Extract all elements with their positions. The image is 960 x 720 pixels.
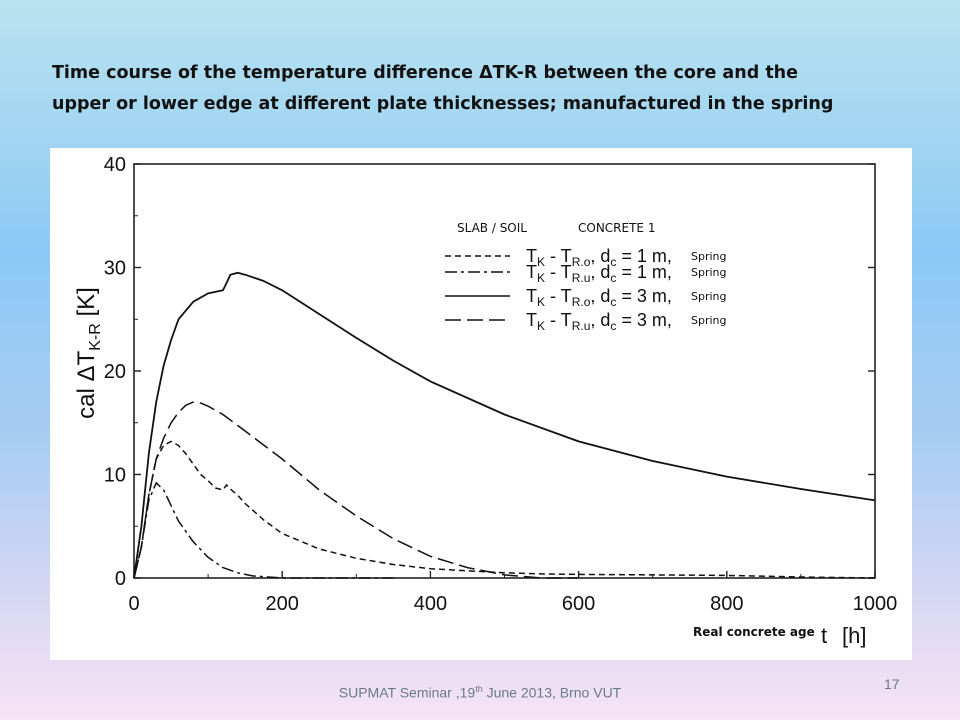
slide-title: Time course of the temperature differenc… <box>52 58 932 120</box>
slide-title-line-1: Time course of the temperature differenc… <box>52 63 799 83</box>
legend-header-concrete: CONCRETE 1 <box>578 221 655 235</box>
x-axis-unit: [h] <box>842 623 866 648</box>
footer-superscript: th <box>475 684 483 694</box>
x-axis-label: t <box>821 623 827 648</box>
legend-note-3: Spring <box>691 290 727 303</box>
legend-label-3: TK - TR.o, dc = 3 m, <box>526 286 672 309</box>
y-axis-label: cal ΔTK-R [K] <box>73 287 104 419</box>
series-line-2 <box>133 482 394 579</box>
footer: SUPMAT Seminar ,19th June 2013, Brno VUT <box>0 684 960 701</box>
legend-header-slab: SLAB / SOIL <box>457 221 527 235</box>
footer-text: SUPMAT Seminar ,19 <box>338 684 476 701</box>
slide-title-line-2: upper or lower edge at different plate t… <box>52 94 834 114</box>
y-tick-label: 40 <box>104 154 126 176</box>
footer-text-rest: June 2013, Brno VUT <box>482 684 622 701</box>
x-tick-label: 200 <box>266 593 299 615</box>
legend-note-2: Spring <box>691 266 727 279</box>
series-line-3 <box>133 271 876 579</box>
x-tick-label: 800 <box>710 593 743 615</box>
legend-label-1: TK - TR.o, dc = 1 m, <box>526 246 672 269</box>
chart-panel: 0 10 20 30 40 0 200 400 600 800 1000 cal ΔTK-R [K] t… <box>50 148 912 660</box>
series-line-1 <box>133 440 876 579</box>
x-tick-label: 0 <box>128 593 139 615</box>
x-axis-note: Real concrete age <box>693 625 815 639</box>
series-line-4 <box>133 401 579 579</box>
x-tick-label: 1000 <box>853 593 898 615</box>
y-tick-label: 10 <box>104 465 126 487</box>
legend-label-2: TK - TR.u, dc = 1 m, <box>526 262 672 285</box>
legend-note-1: Spring <box>691 250 727 263</box>
legend: SLAB / SOIL CONCRETE 1 TK - TR.o, dc = 1 m… <box>445 221 727 333</box>
x-tick-label: 600 <box>562 593 595 615</box>
y-tick-label: 20 <box>104 361 126 383</box>
y-tick-label: 30 <box>104 258 126 280</box>
legend-note-4: Spring <box>691 314 727 327</box>
page-number: 17 <box>884 676 900 692</box>
x-tick-label: 400 <box>414 593 447 615</box>
legend-label-4: TK - TR.u, dc = 3 m, <box>526 310 672 333</box>
y-tick-label: 0 <box>115 568 126 590</box>
